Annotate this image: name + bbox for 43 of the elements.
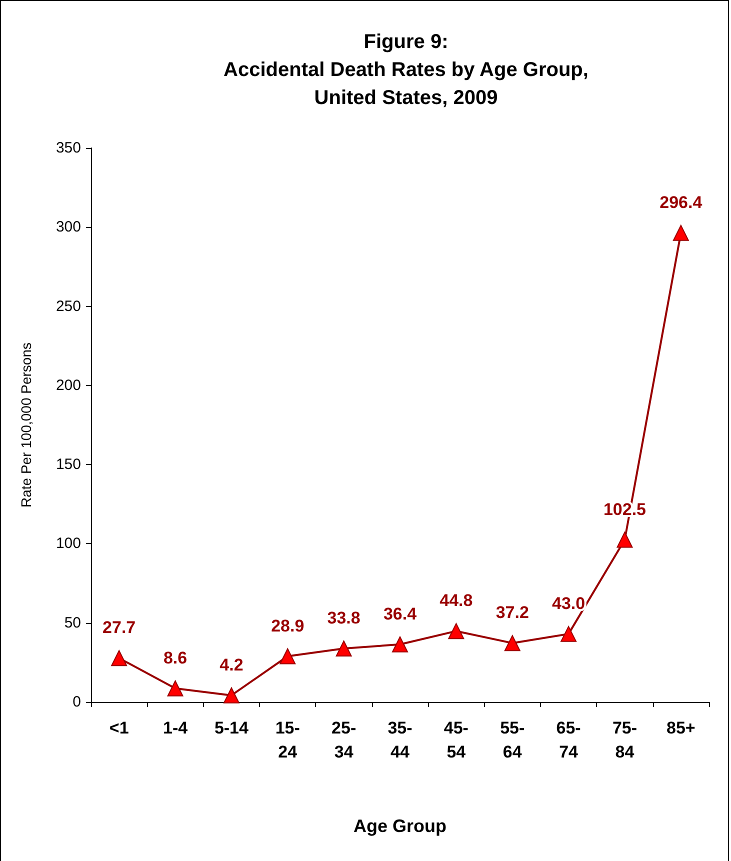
x-tick-label: 1-4 <box>162 718 188 738</box>
x-tick-label: 25- 34 <box>332 718 356 762</box>
y-tick-label: 350 <box>56 140 81 156</box>
y-tick-label: 50 <box>64 614 81 632</box>
point <box>223 687 240 704</box>
point <box>167 680 184 696</box>
point <box>504 635 520 652</box>
x-tick-label: 15- 24 <box>275 718 300 762</box>
data-label: 36.4 <box>383 604 418 624</box>
point <box>336 640 352 656</box>
x-axis-title: Age Group <box>354 816 446 836</box>
x-tick-label: 5-14 <box>214 718 250 738</box>
point <box>672 224 689 241</box>
x-tick-label: 55- 64 <box>500 718 525 762</box>
x-tick-label: 75- 84 <box>612 718 638 762</box>
x-tick-label: 65- 74 <box>556 718 581 762</box>
data-label: 37.2 <box>496 603 529 622</box>
y-axis-title: Rate Per 100,000 Persons <box>18 342 34 508</box>
point <box>280 648 296 664</box>
x-tick-label: 45- 54 <box>444 718 468 762</box>
data-label: 296.4 <box>660 192 703 212</box>
point <box>392 636 408 652</box>
y-tick-label: 150 <box>56 456 81 474</box>
x-tick-label: 85+ <box>666 718 696 738</box>
y-tick-label: 100 <box>56 535 81 552</box>
data-label: 33.8 <box>327 608 360 628</box>
y-tick-label: 250 <box>56 298 81 315</box>
data-label: 44.8 <box>440 591 473 610</box>
point <box>560 626 577 642</box>
chart-title: Figure 9: Accidental Death Rates by Age Group, United States, 2009 <box>224 31 588 109</box>
data-label: 8.6 <box>163 648 188 668</box>
y-tick-label: 300 <box>56 218 81 236</box>
point <box>111 650 128 666</box>
point <box>448 623 464 640</box>
x-tick-label: <1 <box>109 718 129 738</box>
y-tick-label: 0 <box>72 694 81 710</box>
point <box>616 532 633 548</box>
data-label: 27.7 <box>102 618 136 638</box>
x-tick-label: 35- 44 <box>388 718 412 762</box>
data-label: 4.2 <box>220 655 244 674</box>
y-tick-label: 200 <box>56 376 81 394</box>
data-label: 43.0 <box>552 594 586 613</box>
data-label: 28.9 <box>271 616 304 636</box>
